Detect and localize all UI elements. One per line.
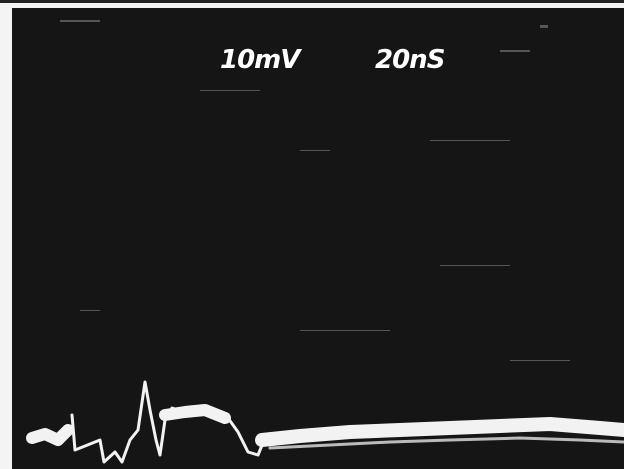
top-edge xyxy=(0,0,624,3)
screen xyxy=(12,8,624,469)
page: 10mV 20nS (() => { const data = JSON.par… xyxy=(0,0,624,469)
volts-per-div: 10mV xyxy=(220,45,302,75)
time-per-div: 20nS xyxy=(375,45,445,75)
oscilloscope-photo: 10mV 20nS xyxy=(0,0,624,469)
